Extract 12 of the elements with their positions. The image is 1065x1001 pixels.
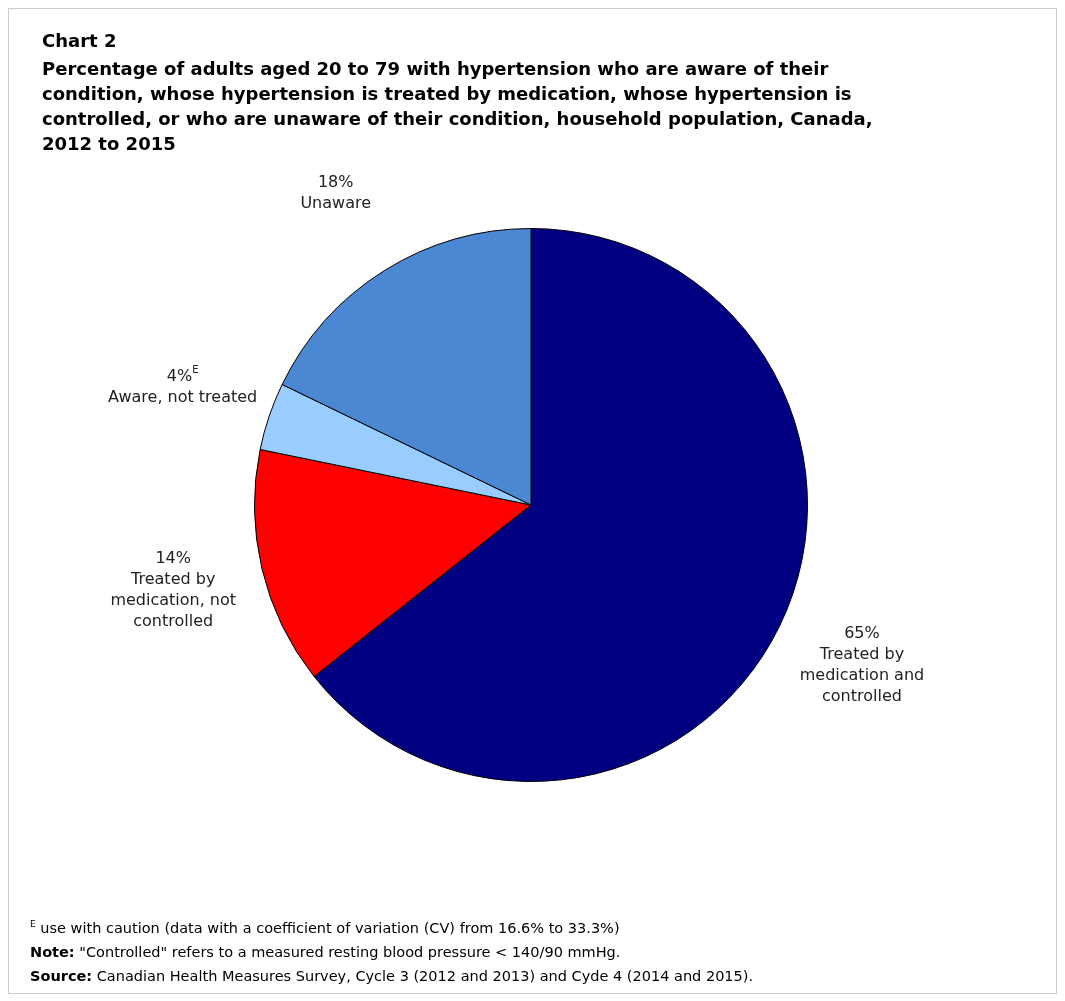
slice-label: Unaware <box>300 193 372 213</box>
text: Note: "Controlled" refers to a measured resting blood pressure < 140/90 mmHg. <box>30 943 621 960</box>
chart-subtitle: Percentage of adults aged 20 to 79 with hypertension who are aware of their condition, whose hypertension is treated by medication, whose hypertension is controlled, or who are unaware of their condition, household population, Canada, 2012 to 2015 <box>42 57 874 156</box>
slice-label: Aware, not treated <box>108 386 258 406</box>
chart-title: Chart 2 <box>42 30 117 51</box>
source-note: Source: Canadian Health Measures Survey, Cycle 3 (2012 and 2013) and Cyde 4 (2014 and 2015). <box>30 967 754 984</box>
data-label: 14% <box>155 547 191 567</box>
data-label: 65% <box>844 622 880 642</box>
slice-label: Treated by medication, not controlled <box>110 568 237 630</box>
slice-label: Treated by medication and controlled <box>799 643 925 705</box>
data-label: 18% <box>317 172 354 192</box>
text: $^{E}$ use with caution (data with a coefficient of variation (CV) from 16.6% to 33.3%) <box>30 918 621 938</box>
